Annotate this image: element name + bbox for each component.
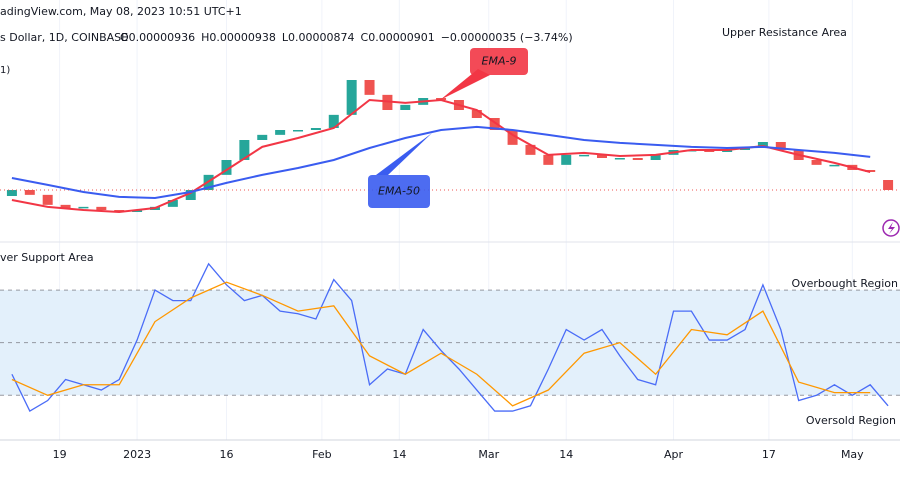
candle-body [167, 200, 178, 207]
ohlc-value: −0.00000035 (−3.74%) [441, 31, 573, 44]
alert-bolt [888, 222, 895, 234]
candle-body [60, 204, 71, 208]
x-tick-label: 19 [53, 448, 67, 461]
candle-body [257, 134, 268, 140]
candle-body [275, 130, 286, 135]
x-tick-label: 14 [392, 448, 406, 461]
callout-box [368, 175, 430, 208]
candle-body [96, 206, 107, 210]
x-tick-label: Feb [312, 448, 331, 461]
candle-body [239, 140, 250, 160]
candle-body [364, 80, 375, 95]
candle-body [185, 190, 196, 200]
candle-body [543, 154, 554, 165]
x-tick-label: Mar [478, 448, 499, 461]
callout-box [470, 48, 528, 75]
candle-body [579, 154, 590, 157]
annotation: Upper Resistance Area [722, 26, 847, 39]
callout-label: EMA-9 [482, 55, 517, 68]
candle-body [525, 144, 536, 155]
candle-body [829, 164, 840, 167]
indicator-label: 1) [0, 65, 10, 76]
ema-line [11, 125, 871, 200]
candle-body [221, 160, 232, 175]
candle-body [883, 180, 894, 190]
x-tick-label: 16 [219, 448, 233, 461]
annotation: ver Support Area [0, 251, 94, 264]
ohlc-value: O0.00000936 [120, 31, 195, 44]
candle-body [614, 158, 625, 160]
candle-body [650, 154, 661, 160]
x-tick-label: 14 [559, 448, 573, 461]
candle-body [78, 206, 89, 209]
candle-body [596, 154, 607, 158]
candle-body [507, 130, 518, 145]
x-tick-label: May [841, 448, 864, 461]
candle-body [310, 128, 321, 130]
ema-line [11, 98, 871, 214]
candle-body [489, 118, 500, 130]
candle-body [6, 190, 17, 196]
price-pane: EMA-9 EMA-50 [0, 48, 900, 214]
ohlc-value: L0.00000874 [282, 31, 355, 44]
rsi-line [11, 281, 871, 407]
callout-pointer [440, 69, 490, 100]
callout-pointer [376, 133, 432, 175]
candle-body [328, 114, 339, 128]
candle-body [346, 80, 357, 115]
candle-body [632, 158, 643, 160]
candle-body [775, 142, 786, 150]
ohlc-value: C0.00000901 [361, 31, 435, 44]
candle-body [24, 190, 35, 195]
candle-body [811, 160, 822, 165]
candle-body [293, 130, 304, 132]
annotation: Overbought Region [791, 277, 898, 290]
candle-body [42, 194, 53, 205]
x-tick-label: 17 [762, 448, 776, 461]
ohlc-value: H0.00000938 [201, 31, 276, 44]
candle-body [561, 154, 572, 165]
alert-circle [882, 219, 900, 237]
candle-body [400, 104, 411, 110]
annotation: Oversold Region [806, 414, 896, 427]
callout-label: EMA-50 [378, 185, 420, 198]
x-tick-label: Apr [664, 448, 684, 461]
candle-body [471, 110, 482, 118]
header-source: adingView.com, May 08, 2023 10:51 UTC+1 [0, 5, 242, 18]
rsi-pane [0, 262, 900, 412]
header-symbol: s Dollar, 1D, COINBASE [0, 31, 128, 44]
x-tick-label: 2023 [123, 448, 151, 461]
rsi-line [11, 262, 889, 412]
alert-icon[interactable] [882, 219, 900, 237]
